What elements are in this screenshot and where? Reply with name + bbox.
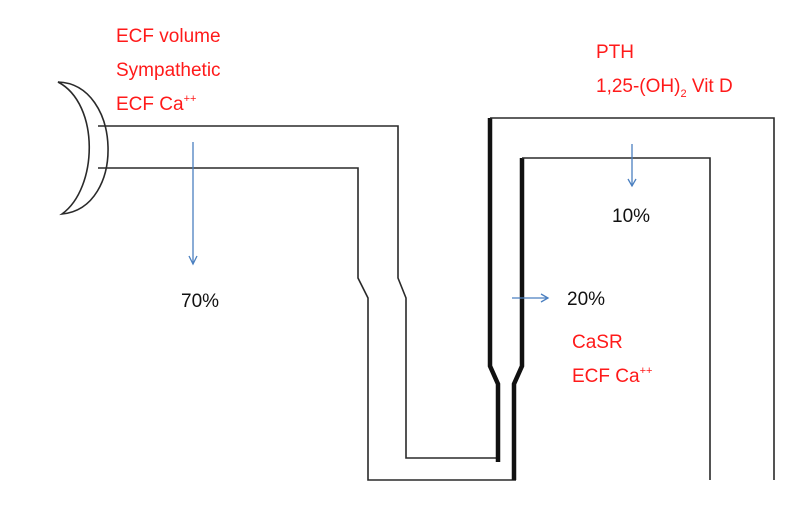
thick-ascending-limb-left-wall [487, 118, 501, 462]
proximal-tubule-outer-wall [98, 125, 498, 459]
bowmans-capsule [57, 81, 109, 216]
proximal-factor-ecf-calcium: ECF Ca++ [116, 93, 197, 115]
loop-factor-casr: CaSR [572, 332, 623, 353]
proximal-reabsorption-arrow [188, 142, 198, 266]
distal-factor-pth: PTH [596, 42, 634, 63]
loop-reabsorption-percent: 20% [567, 289, 606, 310]
loop-reabsorption-arrow [512, 293, 550, 303]
proximal-factor-sympathetic: Sympathetic [116, 60, 221, 81]
distal-tubule-outer-wall [490, 117, 775, 480]
distal-reabsorption-percent: 10% [612, 206, 651, 227]
distal-tubule-inner-wall [522, 157, 711, 480]
distal-factor-vitamin-d: 1,25-(OH)2 Vit D [596, 76, 733, 100]
loop-factor-ecf-calcium: ECF Ca++ [572, 365, 653, 387]
thick-ascending-limb-right-wall [511, 158, 525, 480]
proximal-reabsorption-percent: 70% [181, 291, 220, 312]
proximal-factor-ecf-volume: ECF volume [116, 26, 221, 47]
proximal-tubule-inner-wall [98, 167, 516, 481]
distal-reabsorption-arrow [627, 144, 637, 188]
